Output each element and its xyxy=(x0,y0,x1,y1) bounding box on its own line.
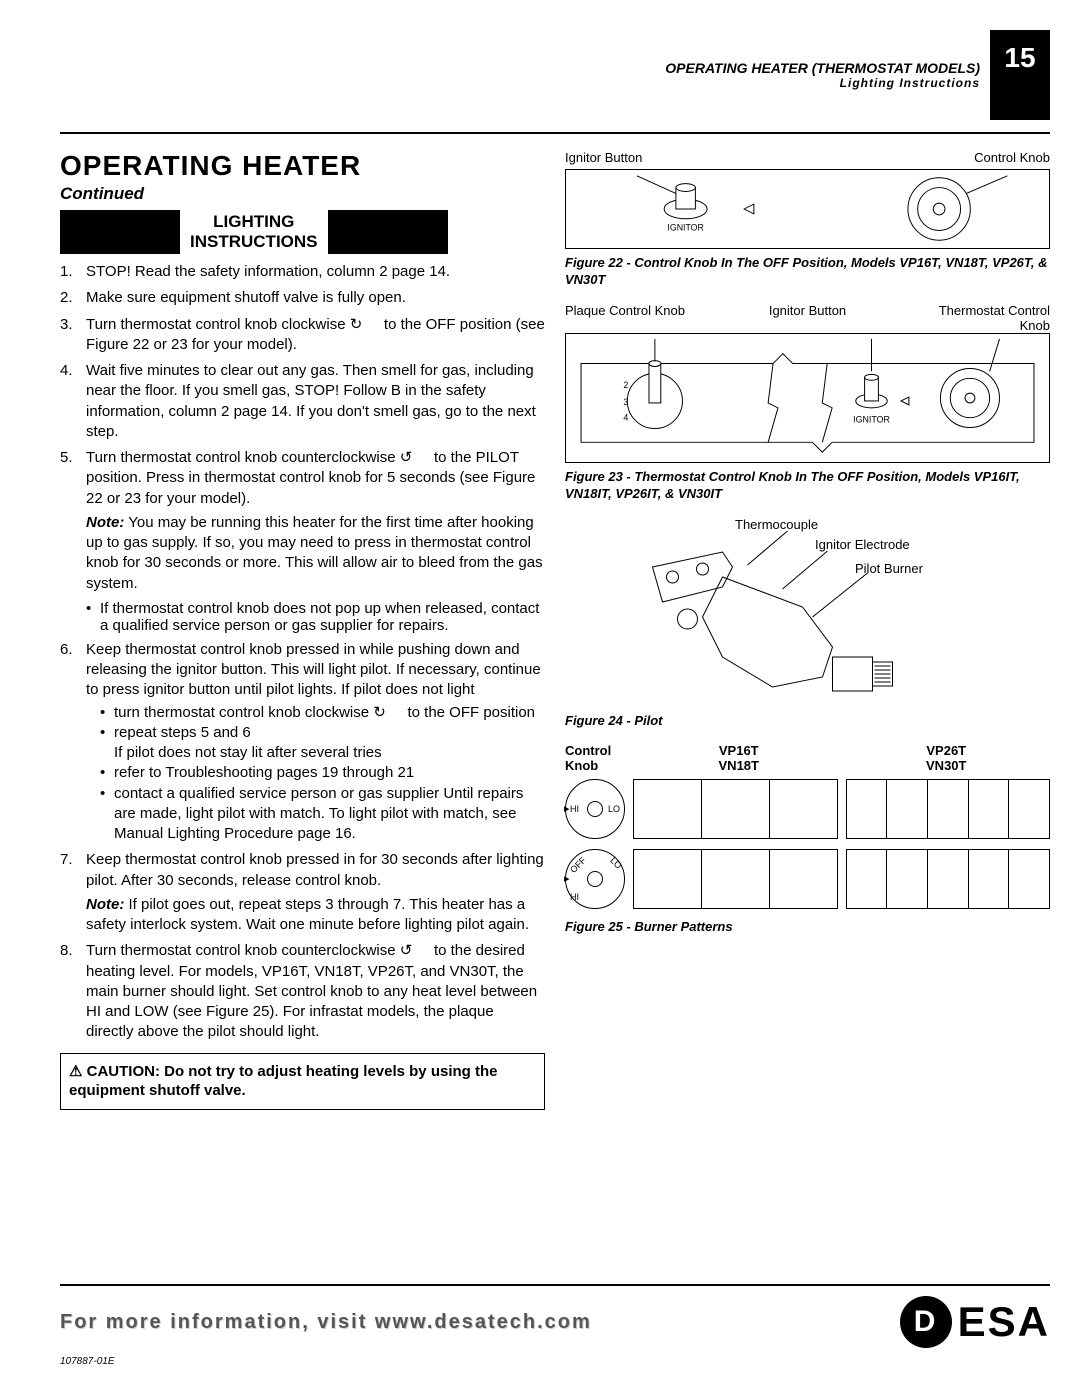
fig24-pilot-burner: Pilot Burner xyxy=(855,561,923,576)
figure-22-caption: Figure 22 - Control Knob In The OFF Posi… xyxy=(565,255,1050,289)
pattern-hi-large xyxy=(846,779,1051,839)
ccw-arrow-icon-2: ↺ xyxy=(400,941,430,961)
fig25-header: Control Knob VP16T VN18T VP26T VN30T xyxy=(565,743,1050,773)
figure-25-caption: Figure 25 - Burner Patterns xyxy=(565,919,1050,936)
header-rule xyxy=(60,132,1050,134)
header-title-1: OPERATING HEATER (THERMOSTAT MODELS) xyxy=(665,60,980,76)
svg-text:IGNITOR: IGNITOR xyxy=(853,414,890,424)
step-2: Make sure equipment shutoff valve is ful… xyxy=(60,288,545,308)
header-blackbox-left xyxy=(60,210,180,254)
lighting-title-1: LIGHTING xyxy=(213,212,294,231)
steps-list: STOP! Read the safety information, colum… xyxy=(60,262,545,594)
main-content: OPERATING HEATER Continued LIGHTING INST… xyxy=(60,150,1050,1110)
fig23-plaque-label: Plaque Control Knob xyxy=(565,303,685,333)
desa-logo: D ESA xyxy=(900,1296,1050,1348)
figure-22: IGNITOR xyxy=(565,169,1050,249)
pattern-lo-large xyxy=(846,849,1051,909)
doc-id: 107887-01E xyxy=(60,1356,1050,1367)
note-7-text: If pilot goes out, repeat steps 3 throug… xyxy=(86,896,529,933)
footer-url: For more information, visit www.desatech… xyxy=(60,1311,592,1334)
figure-23: 2 3 4 IGNITOR xyxy=(565,333,1050,463)
cw-arrow-icon: ↻ xyxy=(350,315,380,335)
logo-circle-icon: D xyxy=(900,1296,952,1348)
header-blackbox-right xyxy=(328,210,448,254)
continued-label: Continued xyxy=(60,184,545,204)
step-4: Wait five minutes to clear out any gas. … xyxy=(60,361,545,442)
knob-lo-icon: OFF LO HI ▸ xyxy=(565,849,625,909)
page-footer: For more information, visit www.desatech… xyxy=(60,1284,1050,1367)
step-7: Keep thermostat control knob pressed in … xyxy=(60,850,545,935)
svg-text:2: 2 xyxy=(623,380,628,390)
logo-text: ESA xyxy=(958,1298,1050,1346)
right-column: Ignitor Button Control Knob IGNITOR xyxy=(565,150,1050,1110)
lighting-header: LIGHTING INSTRUCTIONS xyxy=(60,210,545,254)
caution-box: ⚠ CAUTION: Do not try to adjust heating … xyxy=(60,1053,545,1110)
pattern-lo-small xyxy=(633,849,838,909)
ccw-arrow-icon: ↺ xyxy=(400,448,430,468)
left-column: OPERATING HEATER Continued LIGHTING INST… xyxy=(60,150,545,1110)
knob-hi-icon: HI LO ▸ xyxy=(565,779,625,839)
page-header: OPERATING HEATER (THERMOSTAT MODELS) Lig… xyxy=(665,30,1050,120)
note-5-text: You may be running this heater for the f… xyxy=(86,514,543,592)
svg-text:3: 3 xyxy=(623,397,628,407)
ignitor-small: IGNITOR xyxy=(667,222,703,232)
figure-24-caption: Figure 24 - Pilot xyxy=(565,713,1050,730)
caution-text: CAUTION: Do not try to adjust heating le… xyxy=(69,1063,497,1100)
page-number: 15 xyxy=(990,30,1050,120)
step-6: Keep thermostat control knob pressed in … xyxy=(60,640,545,845)
header-title-2: Lighting Instructions xyxy=(665,76,980,90)
fig24-thermocouple: Thermocouple xyxy=(735,517,818,532)
figure-24: Thermocouple Ignitor Electrode Pilot Bur… xyxy=(565,517,1050,707)
fig24-ignitor-electrode: Ignitor Electrode xyxy=(815,537,910,552)
figure-23-caption: Figure 23 - Thermostat Control Knob In T… xyxy=(565,469,1050,503)
warning-icon: ⚠ xyxy=(69,1062,82,1082)
note-label-7: Note: xyxy=(86,896,124,913)
fig23-ignitor-label: Ignitor Button xyxy=(769,303,846,333)
cw-arrow-icon-2: ↻ xyxy=(373,703,403,723)
lighting-title-2: INSTRUCTIONS xyxy=(190,232,318,251)
note-label: Note: xyxy=(86,514,124,531)
step-3: Turn thermostat control knob clockwise ↻… xyxy=(60,315,545,356)
section-title: OPERATING HEATER xyxy=(60,150,545,182)
pattern-hi-small xyxy=(633,779,838,839)
svg-text:4: 4 xyxy=(623,412,628,422)
bullet-pop-up: If thermostat control knob does not pop … xyxy=(86,600,545,634)
step-8: Turn thermostat control knob countercloc… xyxy=(60,941,545,1042)
fig22-control-label: Control Knob xyxy=(974,150,1050,165)
fig22-ignitor-label: Ignitor Button xyxy=(565,150,642,165)
burner-row-lo: OFF LO HI ▸ xyxy=(565,849,1050,909)
burner-row-hi: HI LO ▸ xyxy=(565,779,1050,839)
step-1: STOP! Read the safety information, colum… xyxy=(60,262,545,282)
step-5: Turn thermostat control knob countercloc… xyxy=(60,448,545,594)
fig23-thermostat-label: Thermostat Control Knob xyxy=(930,303,1050,333)
